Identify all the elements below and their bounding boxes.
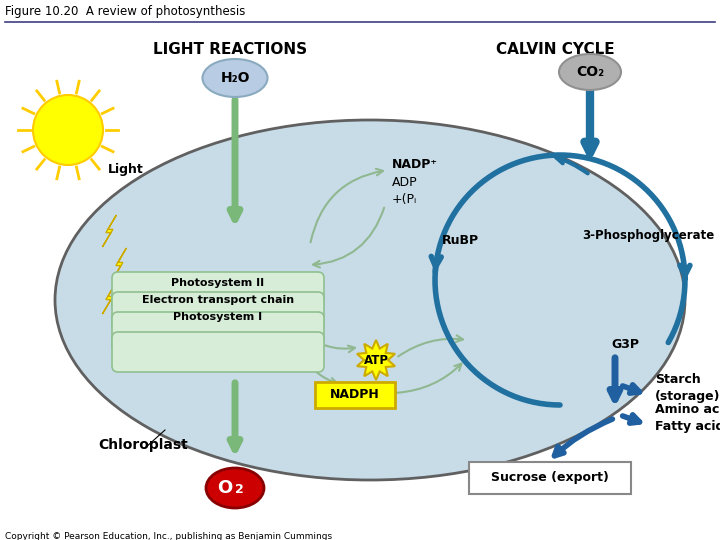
Ellipse shape	[202, 59, 268, 97]
Text: NADP⁺: NADP⁺	[392, 159, 438, 172]
Polygon shape	[102, 282, 117, 314]
Text: Starch
(storage): Starch (storage)	[655, 373, 720, 403]
Text: Chloroplast: Chloroplast	[98, 438, 188, 452]
Circle shape	[33, 95, 103, 165]
FancyBboxPatch shape	[112, 292, 324, 332]
FancyBboxPatch shape	[112, 272, 324, 312]
Text: +(Pᵢ: +(Pᵢ	[392, 193, 418, 206]
FancyBboxPatch shape	[469, 462, 631, 494]
Text: Copyright © Pearson Education, Inc., publishing as Benjamin Cummings: Copyright © Pearson Education, Inc., pub…	[5, 532, 332, 540]
Text: LIGHT REACTIONS: LIGHT REACTIONS	[153, 42, 307, 57]
Text: Sucrose (export): Sucrose (export)	[491, 471, 609, 484]
Ellipse shape	[206, 468, 264, 508]
Text: H₂O: H₂O	[220, 71, 250, 85]
Text: Figure 10.20  A review of photosynthesis: Figure 10.20 A review of photosynthesis	[5, 5, 246, 18]
Text: ATP: ATP	[364, 354, 389, 367]
Text: Light: Light	[108, 164, 144, 177]
Ellipse shape	[55, 120, 685, 480]
Ellipse shape	[559, 54, 621, 90]
Text: O: O	[217, 479, 232, 497]
Text: 3-Phosphoglycerate: 3-Phosphoglycerate	[582, 228, 714, 241]
Polygon shape	[102, 215, 117, 247]
Polygon shape	[112, 248, 127, 280]
FancyBboxPatch shape	[315, 382, 395, 408]
Text: Amino acids
Fatty acids: Amino acids Fatty acids	[655, 403, 720, 433]
FancyBboxPatch shape	[112, 312, 324, 352]
Text: NADPH: NADPH	[330, 388, 380, 402]
Text: 2: 2	[235, 483, 244, 496]
Text: Photosystem II
Electron transport chain
Photosystem I: Photosystem II Electron transport chain …	[142, 278, 294, 322]
Text: G3P: G3P	[611, 339, 639, 352]
Polygon shape	[357, 340, 395, 380]
Text: CO₂: CO₂	[576, 65, 604, 79]
Text: ADP: ADP	[392, 177, 418, 190]
Text: RuBP: RuBP	[441, 233, 479, 246]
Text: CALVIN CYCLE: CALVIN CYCLE	[495, 42, 614, 57]
FancyBboxPatch shape	[112, 332, 324, 372]
